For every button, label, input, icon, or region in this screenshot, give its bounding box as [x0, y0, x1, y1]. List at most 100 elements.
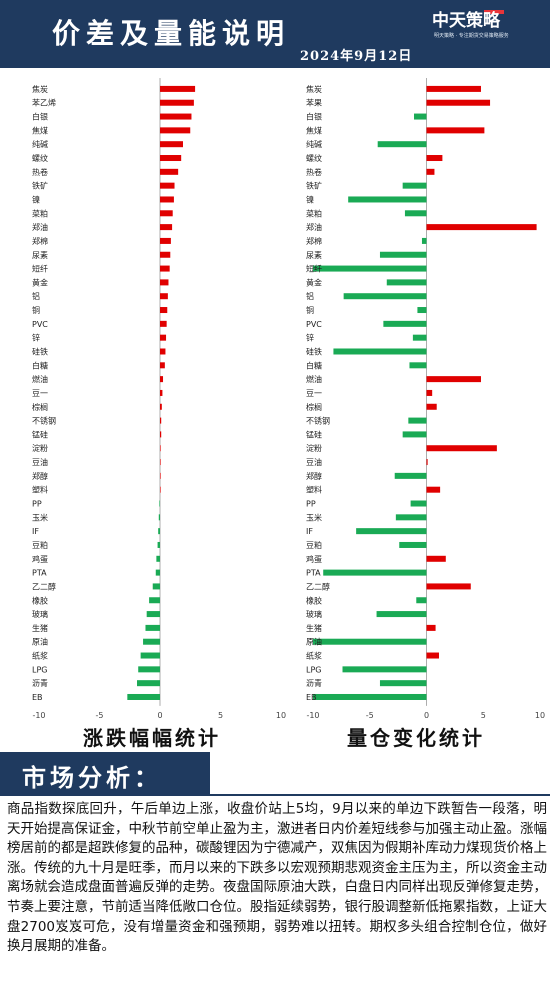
bar — [158, 514, 160, 521]
bar — [426, 224, 537, 231]
bar — [158, 528, 160, 535]
bar — [394, 472, 427, 479]
report-date: 2024年9月12日 — [300, 49, 413, 64]
bar — [342, 666, 427, 673]
bar — [160, 99, 194, 106]
category-label: 豆油 — [306, 457, 322, 467]
category-label: 白糖 — [32, 360, 48, 370]
bar — [377, 141, 427, 148]
bar — [160, 224, 173, 231]
category-label: 郑棉 — [306, 236, 322, 246]
category-label: 焦煤 — [32, 125, 48, 135]
category-label: 锰硅 — [306, 429, 322, 439]
bar — [160, 279, 169, 286]
bar — [426, 459, 428, 466]
category-label: 锰硅 — [32, 429, 48, 439]
bar — [160, 472, 161, 479]
category-label: 螺纹 — [306, 153, 322, 163]
bar — [160, 141, 183, 148]
bar — [416, 597, 427, 604]
category-label: LPG — [306, 665, 321, 674]
x-tick-label: 5 — [481, 711, 486, 718]
category-label: 乙二醇 — [32, 581, 56, 591]
category-label: 菜粕 — [32, 208, 48, 218]
bar — [421, 237, 427, 244]
header-banner: 价差及量能说明 2024年9月12日 中天策略 明天策略 · 专注期货交易策略服… — [0, 0, 550, 68]
category-label: 菜粕 — [306, 208, 322, 218]
category-label: 原油 — [306, 637, 322, 647]
category-label: 豆一 — [32, 389, 48, 398]
category-label: 鸡蛋 — [306, 554, 322, 564]
category-label: 不锈钢 — [32, 416, 56, 426]
category-label: 镍 — [306, 194, 314, 204]
analysis-title: 市场分析： — [22, 763, 162, 792]
bar — [149, 597, 160, 604]
page-title: 价差及量能说明 — [52, 17, 291, 50]
category-label: 棕榈 — [306, 402, 322, 412]
category-label: 黄金 — [32, 277, 48, 287]
category-label: 螺纹 — [32, 153, 48, 163]
bar — [160, 210, 173, 217]
x-tick-label: -5 — [96, 711, 104, 718]
category-label: PVC — [306, 320, 322, 329]
bar — [160, 459, 161, 466]
category-label: 塑料 — [306, 485, 322, 495]
x-tick-label: 10 — [276, 711, 286, 718]
category-label: 豆油 — [32, 457, 48, 467]
category-label: EB — [306, 693, 317, 702]
category-label: 短纤 — [306, 264, 322, 274]
category-label: 铝 — [306, 291, 314, 301]
bar — [127, 693, 160, 700]
bar — [356, 528, 427, 535]
bar — [160, 265, 170, 272]
bar — [313, 638, 427, 645]
bar — [160, 403, 162, 410]
x-tick-label: -10 — [306, 711, 319, 718]
x-tick-label: -5 — [366, 711, 374, 718]
category-label: 热卷 — [306, 167, 322, 177]
category-label: PP — [306, 500, 316, 509]
category-label: 锌 — [306, 333, 314, 343]
bar — [138, 666, 160, 673]
bar — [160, 362, 165, 369]
bar — [417, 307, 427, 314]
category-label: PP — [32, 500, 42, 509]
brand-logo: 中天策略 明天策略 · 专注期货交易策略服务 — [432, 6, 522, 46]
x-tick-label: 0 — [424, 711, 429, 718]
x-tick-label: 0 — [157, 711, 162, 718]
category-label: 短纤 — [32, 264, 48, 274]
bar — [160, 113, 192, 120]
category-label: 橡胶 — [306, 595, 322, 605]
bar — [160, 348, 166, 355]
bar — [408, 417, 427, 424]
bar — [379, 680, 427, 687]
category-label: 乙二醇 — [306, 581, 330, 591]
category-label: 燃油 — [32, 374, 48, 384]
bar — [143, 638, 160, 645]
analysis-divider — [210, 794, 550, 796]
bar — [426, 555, 446, 562]
category-label: 尿素 — [32, 250, 48, 260]
category-label: PTA — [32, 569, 47, 578]
category-label: 棕榈 — [32, 402, 48, 412]
category-label: 淀粉 — [32, 443, 48, 453]
bar — [383, 320, 427, 327]
category-label: 苯果 — [306, 98, 322, 108]
bar — [160, 307, 168, 314]
bar — [313, 693, 427, 700]
bar — [160, 293, 168, 300]
bar — [402, 431, 427, 438]
category-label: 玉米 — [32, 512, 48, 522]
bar — [160, 251, 171, 258]
bar — [160, 196, 174, 203]
bar — [152, 583, 160, 590]
bar — [160, 237, 171, 244]
bar — [404, 210, 427, 217]
bar — [426, 127, 485, 134]
analysis-text: 商品指数探底回升，午后单边上涨，收盘价站上5均，9月以来的单边下跌暂告一段落，明… — [7, 801, 547, 955]
category-label: 郑醇 — [32, 471, 48, 481]
bar — [376, 611, 427, 618]
bar — [426, 486, 441, 493]
x-tick-label: 10 — [535, 711, 545, 718]
bar — [160, 334, 167, 341]
